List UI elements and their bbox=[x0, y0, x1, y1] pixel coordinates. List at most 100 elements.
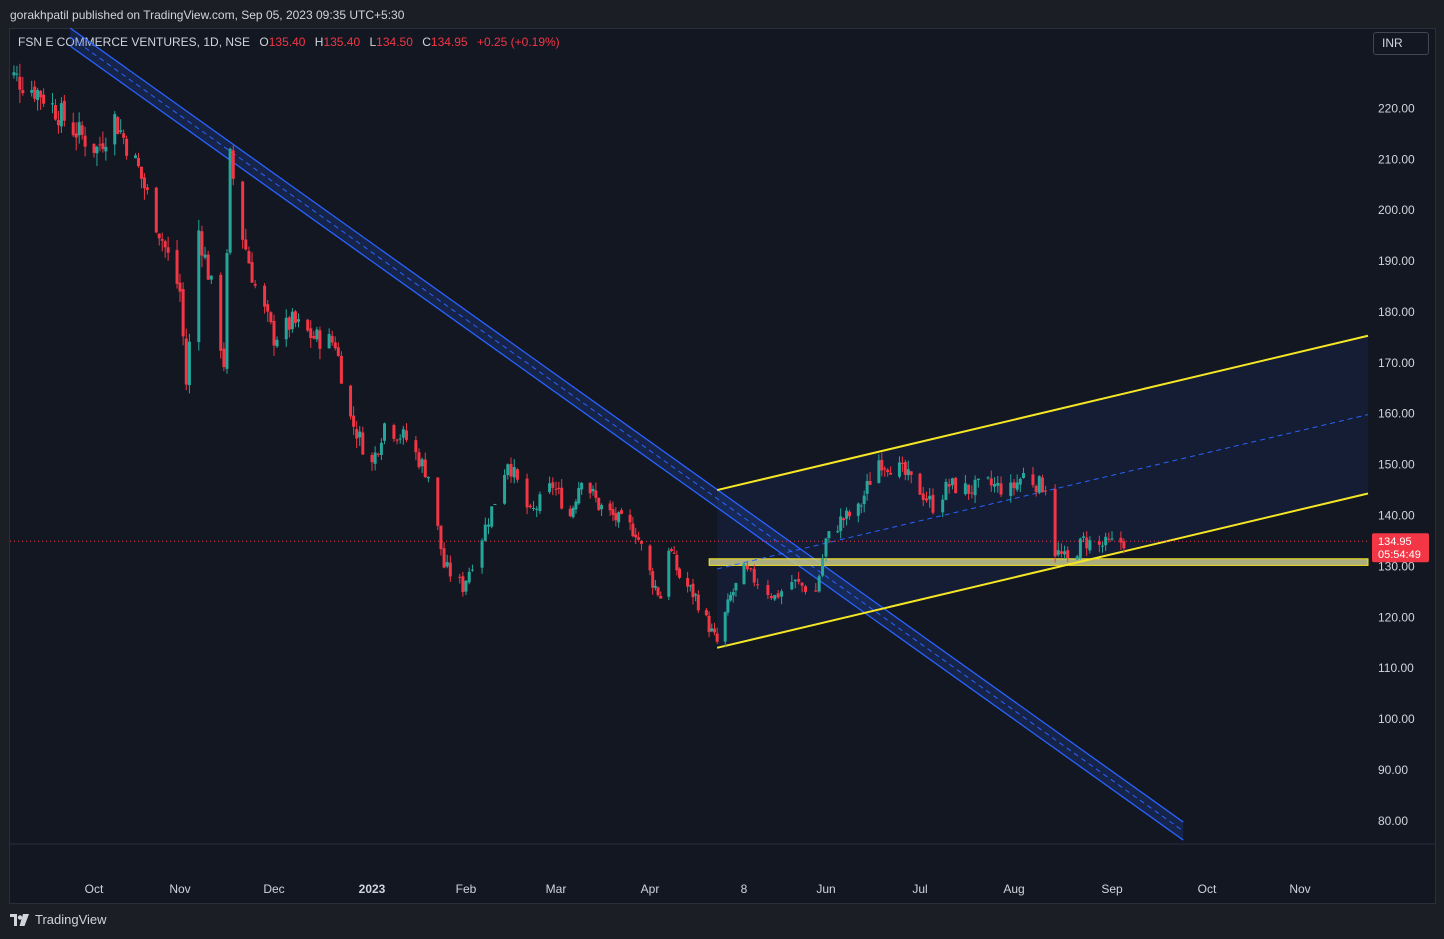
candle-body bbox=[181, 289, 185, 337]
candle-body bbox=[56, 120, 60, 126]
x-tick-label: Oct bbox=[1198, 882, 1217, 896]
open-value: 135.40 bbox=[268, 35, 306, 49]
x-tick-label: Sep bbox=[1101, 882, 1123, 896]
candle-body bbox=[98, 144, 102, 146]
candle-body bbox=[401, 429, 405, 438]
candle-body bbox=[253, 283, 257, 286]
candle-body bbox=[608, 503, 612, 511]
candle-body bbox=[696, 594, 700, 611]
close-label: C bbox=[422, 35, 431, 49]
y-tick-label: 100.00 bbox=[1378, 712, 1415, 726]
symbol-legend: FSN E COMMERCE VENTURES, 1D, NSE O135.40… bbox=[18, 35, 560, 49]
candle-body bbox=[250, 262, 254, 283]
candle-body bbox=[742, 563, 746, 585]
y-tick-label: 200.00 bbox=[1378, 203, 1415, 217]
currency-button[interactable]: INR bbox=[1373, 32, 1429, 55]
y-tick-label: 160.00 bbox=[1378, 407, 1415, 421]
candle-body bbox=[92, 143, 96, 153]
y-tick-label: 80.00 bbox=[1378, 814, 1408, 828]
candle-body bbox=[970, 492, 974, 494]
candle-body bbox=[36, 89, 40, 101]
candle-body bbox=[309, 328, 313, 338]
candle-body bbox=[306, 319, 310, 331]
candle-body bbox=[290, 311, 294, 330]
candle-body bbox=[461, 576, 465, 593]
candle-body bbox=[178, 282, 182, 292]
candle-body bbox=[897, 462, 901, 477]
open-label: O bbox=[259, 35, 269, 49]
x-tick-label: Apr bbox=[641, 882, 660, 896]
candle-body bbox=[967, 484, 971, 494]
x-tick-label: Mar bbox=[546, 882, 567, 896]
x-tick-label: Dec bbox=[263, 882, 284, 896]
low-label: L bbox=[369, 35, 377, 49]
candle-body bbox=[269, 312, 273, 323]
candle-body bbox=[651, 571, 655, 588]
candle-body bbox=[376, 453, 380, 455]
candle-body bbox=[752, 568, 756, 583]
candle-body bbox=[184, 338, 188, 385]
candle-body bbox=[333, 342, 337, 349]
candle-body bbox=[928, 495, 932, 500]
candle-body bbox=[999, 483, 1003, 495]
x-tick-label: Jun bbox=[816, 882, 835, 896]
candle-body bbox=[989, 478, 993, 486]
published-line: gorakhpatil published on TradingView.com… bbox=[10, 8, 405, 22]
candle-body bbox=[1119, 537, 1123, 543]
descending-channel-median-line bbox=[69, 36, 1184, 832]
candle-body bbox=[1078, 538, 1082, 558]
candle-body bbox=[1009, 482, 1013, 496]
candle-body bbox=[116, 117, 120, 135]
candle-body bbox=[639, 541, 643, 544]
candle-body bbox=[710, 628, 714, 632]
y-tick-label: 190.00 bbox=[1378, 254, 1415, 268]
candle-body bbox=[525, 478, 529, 508]
x-tick-label: 8 bbox=[741, 882, 748, 896]
candle-body bbox=[275, 339, 279, 347]
candle-body bbox=[996, 482, 1000, 486]
candle-body bbox=[163, 241, 167, 248]
candle-body bbox=[352, 415, 356, 427]
candle-body bbox=[327, 334, 331, 349]
close-value: 134.95 bbox=[430, 35, 468, 49]
candle-body bbox=[941, 499, 945, 513]
candle-body bbox=[667, 550, 671, 597]
candle-body bbox=[694, 594, 698, 596]
candle-body bbox=[166, 247, 170, 253]
x-tick-label: Jul bbox=[912, 882, 927, 896]
change-value: +0.25 (+0.19%) bbox=[476, 35, 560, 49]
candle-body bbox=[1021, 473, 1025, 479]
symbol-title[interactable]: FSN E COMMERCE VENTURES, 1D, NSE bbox=[18, 35, 251, 49]
candle-body bbox=[900, 462, 904, 464]
candle-body bbox=[827, 531, 831, 539]
candle-body bbox=[125, 138, 129, 156]
candle-body bbox=[21, 90, 25, 94]
candle-body bbox=[954, 477, 958, 494]
candle-body bbox=[77, 122, 81, 136]
candle-body bbox=[1088, 540, 1092, 551]
x-tick-label: Nov bbox=[1289, 882, 1310, 896]
y-tick-label: 210.00 bbox=[1378, 152, 1415, 166]
price-tag-countdown: 05:54:49 bbox=[1378, 549, 1421, 561]
candle-body bbox=[637, 537, 641, 540]
candle-body bbox=[1053, 489, 1057, 557]
candle-body bbox=[490, 506, 494, 527]
candle-body bbox=[628, 514, 632, 523]
chart-frame bbox=[9, 28, 1436, 904]
high-value: 135.40 bbox=[323, 35, 361, 49]
candle-body bbox=[361, 432, 365, 455]
candle-body bbox=[903, 462, 907, 475]
descending-channel-fill bbox=[70, 28, 1184, 841]
candle-body bbox=[745, 565, 749, 570]
candle-body bbox=[691, 583, 695, 598]
candle-body bbox=[404, 430, 408, 440]
candle-body bbox=[200, 231, 204, 256]
candle-body bbox=[370, 455, 374, 463]
candle-body bbox=[906, 469, 910, 476]
price-tag-price: 134.95 bbox=[1378, 536, 1412, 548]
candle-body bbox=[30, 89, 34, 93]
candle-body bbox=[594, 490, 598, 498]
candle-body bbox=[880, 459, 884, 471]
candle-body bbox=[442, 548, 446, 568]
